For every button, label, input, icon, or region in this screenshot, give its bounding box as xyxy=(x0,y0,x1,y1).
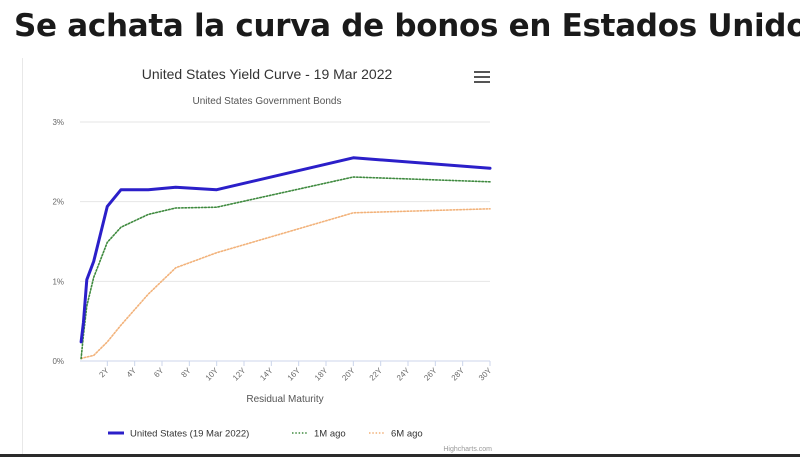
x-tick-label: 14Y xyxy=(258,366,275,383)
legend-item-label[interactable]: 6M ago xyxy=(391,429,423,440)
y-tick-label: 3% xyxy=(52,118,64,127)
y-tick-label: 1% xyxy=(52,277,64,286)
chart-title: United States Yield Curve - 19 Mar 2022 xyxy=(142,66,393,82)
series-line[interactable] xyxy=(80,208,491,360)
x-axis-ticks: 2Y 4Y 6Y 8Y 10Y 12Y 14Y 16Y 18Y 20Y 22Y 24Y 26Y 28Y 30… xyxy=(97,361,494,383)
chart-subtitle: United States Government Bonds xyxy=(193,96,342,107)
legend-item-label[interactable]: 1M ago xyxy=(314,429,346,440)
x-tick-label: 8Y xyxy=(179,366,193,380)
x-tick-label: 24Y xyxy=(395,366,412,383)
credits[interactable]: Highcharts.com xyxy=(443,446,492,453)
x-tick-label: 4Y xyxy=(125,366,139,380)
x-tick-label: 16Y xyxy=(286,366,303,383)
x-tick-label: 26Y xyxy=(422,366,439,383)
x-tick-label: 18Y xyxy=(313,366,330,383)
x-tick-label: 22Y xyxy=(368,366,385,383)
x-tick-label: 28Y xyxy=(450,366,467,383)
bottom-rule xyxy=(0,454,800,457)
chart-panel xyxy=(22,58,523,457)
y-tick-label: 2% xyxy=(52,198,64,207)
y-axis-ticks: 0% 1% 2% 3% xyxy=(52,118,64,366)
series-group xyxy=(79,156,492,360)
series-line[interactable] xyxy=(80,176,491,360)
x-tick-label: 6Y xyxy=(152,366,166,380)
x-tick-label: 2Y xyxy=(97,366,111,380)
series-line[interactable] xyxy=(79,156,492,344)
x-tick-label: 30Y xyxy=(477,366,494,383)
x-axis-title: Residual Maturity xyxy=(246,394,323,405)
x-tick-label: 12Y xyxy=(231,366,248,383)
headline: Se achata la curva de bonos en Estados U… xyxy=(14,8,800,44)
hamburger-menu-icon[interactable] xyxy=(474,71,490,85)
x-tick-label: 20Y xyxy=(340,366,357,383)
legend: United States (19 Mar 2022) 1M ago 6M ago xyxy=(108,429,423,440)
y-tick-label: 0% xyxy=(52,357,64,366)
legend-item-label[interactable]: United States (19 Mar 2022) xyxy=(130,429,249,440)
x-tick-label: 10Y xyxy=(204,366,221,383)
grid-lines xyxy=(80,121,490,282)
